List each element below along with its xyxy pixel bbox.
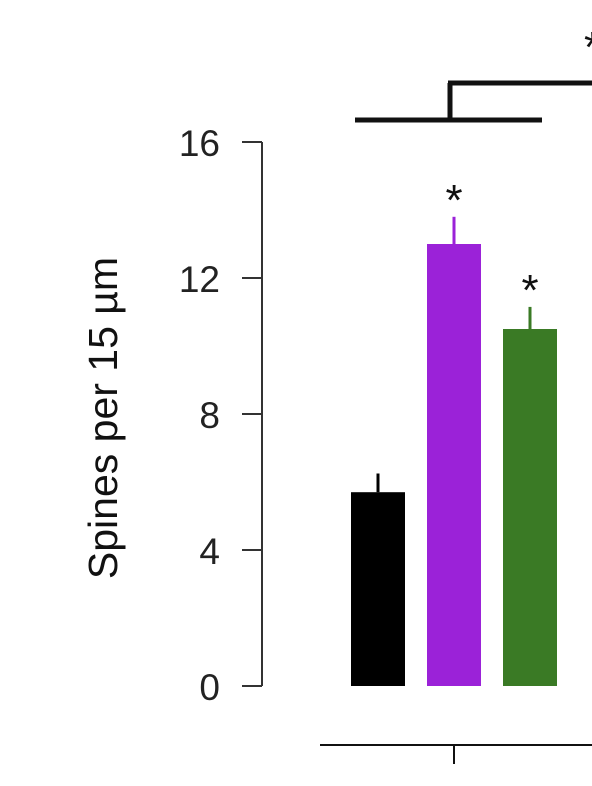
y-tick-label-0: 0: [199, 667, 220, 708]
y-tick-label-8: 8: [199, 395, 220, 436]
significance-star-2: *: [521, 266, 538, 315]
bar-marks: **: [351, 176, 557, 686]
y-tick-label-4: 4: [199, 531, 220, 572]
bracket-significance-star: *: [584, 23, 592, 72]
significance-star-1: *: [445, 176, 462, 225]
y-axis-title: Spines per 15 µm: [80, 257, 126, 579]
significance-bracket: *: [355, 23, 592, 123]
bar-2: [503, 329, 557, 686]
y-tick-label-12: 12: [179, 259, 220, 300]
y-tick-label-16: 16: [179, 123, 220, 164]
bar-1: [427, 244, 481, 686]
bar-0: [351, 492, 405, 686]
